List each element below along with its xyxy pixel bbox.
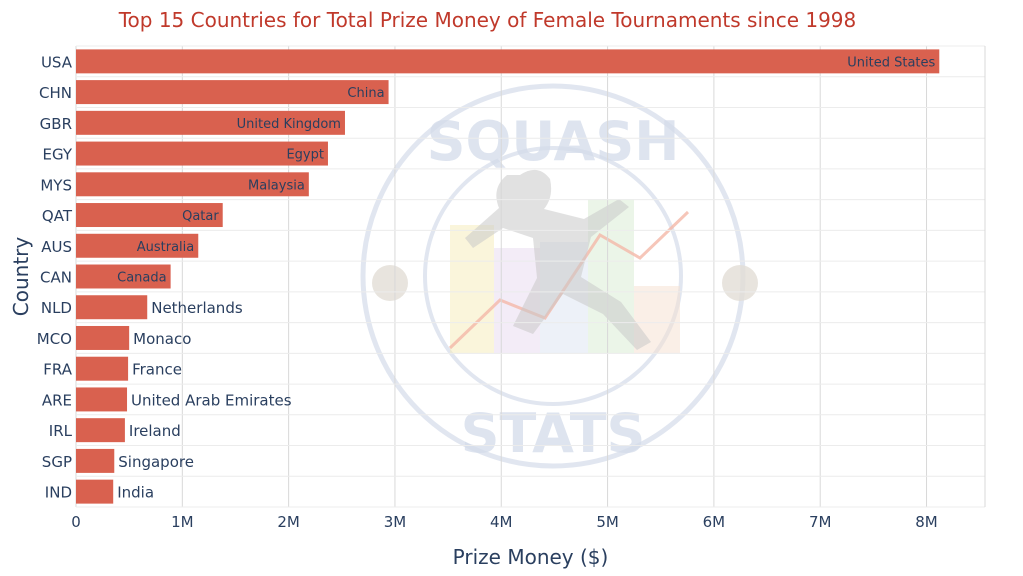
watermark-text-top: SQUASH (427, 110, 680, 173)
squash-stats-watermark: SQUASH STATS (360, 83, 758, 469)
watermark-ball-left (372, 265, 408, 301)
chart-title: Top 15 Countries for Total Prize Money o… (118, 8, 857, 32)
watermark-ball-right (722, 265, 758, 301)
y-tick-label-gbr: GBR (40, 115, 72, 133)
bar-mco (76, 325, 130, 350)
y-tick-label-sgp: SGP (42, 453, 72, 471)
bar-chn (76, 80, 389, 105)
x-tick-label: 7M (809, 513, 832, 531)
bar-label-nld: Netherlands (151, 299, 243, 317)
bar-label-mco: Monaco (133, 330, 191, 348)
y-tick-label-mco: MCO (37, 330, 72, 348)
bar-label-aus: Australia (137, 240, 195, 255)
bar-label-fra: France (132, 361, 182, 379)
bar-mys (76, 172, 309, 197)
x-tick-label: 2M (277, 513, 300, 531)
bar-label-can: Canada (117, 271, 166, 286)
bar-are (76, 387, 128, 412)
x-tick-label: 6M (703, 513, 726, 531)
y-tick-label-usa: USA (41, 53, 73, 71)
x-tick-label: 3M (384, 513, 407, 531)
bar-nld (76, 295, 148, 320)
x-tick-label: 8M (915, 513, 938, 531)
bar-egy (76, 141, 328, 166)
bar-label-irl: Ireland (129, 422, 181, 440)
y-tick-label-egy: EGY (42, 146, 72, 164)
bar-label-are: United Arab Emirates (131, 391, 292, 409)
bar-label-mys: Malaysia (248, 178, 305, 193)
watermark-player-silhouette (465, 169, 651, 350)
bar-label-ind: India (117, 484, 154, 502)
watermark-text-bottom: STATS (461, 402, 646, 465)
y-tick-label-aus: AUS (41, 238, 72, 256)
x-tick-label: 5M (596, 513, 619, 531)
y-tick-label-nld: NLD (41, 299, 72, 317)
bar-label-chn: China (347, 86, 384, 101)
y-tick-label-mys: MYS (40, 176, 72, 194)
watermark-inner-ring (423, 146, 683, 406)
bar-fra (76, 356, 129, 381)
bar-gbr (76, 110, 345, 135)
y-tick-label-fra: FRA (43, 361, 72, 379)
axes: USA CHN GBR EGY MYS QAT AUS CAN NLD MCO FRA ARE IRL S… (9, 53, 938, 569)
y-tick-label-qat: QAT (42, 207, 73, 225)
y-tick-label-are: ARE (42, 391, 72, 409)
bars (76, 49, 940, 504)
bar-label-gbr: United Kingdom (237, 117, 341, 132)
bar-sgp (76, 448, 115, 473)
x-tick-label: 4M (490, 513, 513, 531)
bar-label-sgp: Singapore (118, 453, 194, 471)
bar-aus (76, 233, 199, 258)
bar-label-egy: Egypt (286, 148, 324, 163)
x-tick-label: 1M (171, 513, 194, 531)
y-tick-label-irl: IRL (49, 422, 73, 440)
bar-label-qat: Qatar (182, 209, 219, 224)
bar-usa (76, 49, 940, 74)
bar-can (76, 264, 171, 289)
bar-labels: United States China United Kingdom Egypt Mal… (117, 55, 935, 501)
x-tick-label: 0 (71, 513, 81, 531)
bar-label-usa: United States (847, 55, 935, 70)
y-tick-label-chn: CHN (39, 84, 72, 102)
grid-lines (75, 45, 986, 508)
x-axis-title: Prize Money ($) (453, 545, 609, 569)
y-axis-title: Country (9, 237, 33, 317)
bar-ind (76, 479, 114, 504)
y-tick-label-ind: IND (45, 484, 72, 502)
bar-irl (76, 418, 125, 443)
bar-qat (76, 203, 223, 228)
y-tick-label-can: CAN (40, 269, 72, 287)
